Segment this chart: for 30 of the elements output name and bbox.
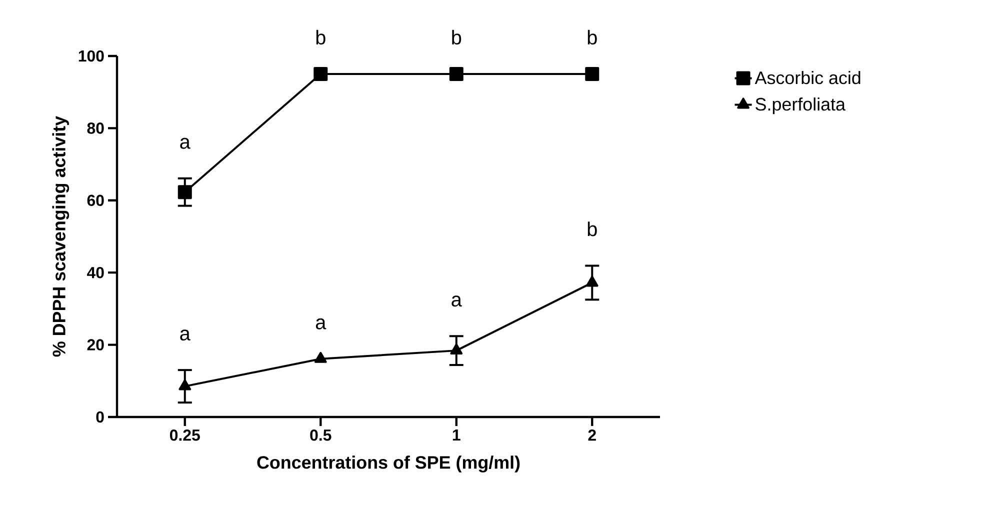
legend-label: Ascorbic acid bbox=[754, 70, 860, 84]
x-tick-label: 0.25 bbox=[170, 430, 200, 441]
y-axis-title: % DPPH scavenging activity bbox=[52, 116, 70, 357]
annotation: a bbox=[316, 318, 326, 330]
annotation: a bbox=[180, 330, 190, 341]
point bbox=[450, 344, 463, 355]
y-tick-label: 100 bbox=[78, 50, 104, 62]
point bbox=[449, 67, 464, 82]
point bbox=[314, 67, 328, 82]
annotation: b bbox=[588, 222, 597, 236]
point bbox=[178, 185, 192, 200]
annotation: a bbox=[452, 296, 462, 307]
y-tick-label: 40 bbox=[86, 266, 104, 278]
y-tick-label: 80 bbox=[87, 122, 104, 134]
legend-label: S.perfoliata bbox=[756, 97, 846, 114]
text: b bbox=[588, 30, 597, 45]
point bbox=[314, 352, 327, 363]
point bbox=[178, 379, 192, 390]
text: b bbox=[452, 30, 462, 45]
point bbox=[585, 67, 600, 82]
annotation: a bbox=[180, 138, 190, 149]
x-axis-title: Concentrations of SPE (mg/ml) bbox=[257, 456, 520, 472]
x-tick-label: 0.5 bbox=[310, 430, 332, 441]
y-tick-label: 60 bbox=[87, 194, 104, 206]
x-tick-label: 2 bbox=[588, 430, 596, 441]
y-tick-label: 20 bbox=[87, 339, 104, 350]
x-tick-label: 1 bbox=[452, 430, 460, 440]
point bbox=[586, 276, 598, 287]
text: b bbox=[316, 30, 326, 45]
y-tick-label: 0 bbox=[96, 411, 104, 423]
